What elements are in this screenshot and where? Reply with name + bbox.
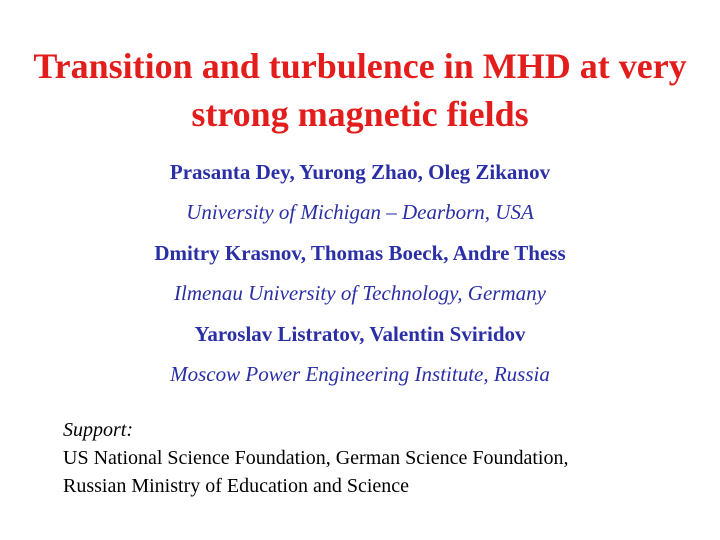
support-label: Support: xyxy=(63,419,133,441)
support-line: US National Science Foundation, German S… xyxy=(63,447,569,469)
authors: Dmitry Krasnov, Thomas Boeck, Andre Thes… xyxy=(154,241,566,265)
support-line: Russian Ministry of Education and Scienc… xyxy=(63,475,410,497)
support: Support: US National Science Foundation,… xyxy=(63,416,568,500)
affiliation: Moscow Power Engineering Institute, Russ… xyxy=(170,362,550,386)
support-lines: US National Science Foundation, German S… xyxy=(63,444,568,500)
authors: Yaroslav Listratov, Valentin Sviridov xyxy=(194,322,526,346)
author-groups: Prasanta Dey, Yurong Zhao, Oleg Zikanov U… xyxy=(0,152,720,395)
affiliation: Ilmenau University of Technology, German… xyxy=(174,281,546,305)
affiliation: University of Michigan – Dearborn, USA xyxy=(186,200,534,224)
authors: Prasanta Dey, Yurong Zhao, Oleg Zikanov xyxy=(169,160,551,184)
title: Transition and turbulence in MHD at very… xyxy=(33,46,687,134)
